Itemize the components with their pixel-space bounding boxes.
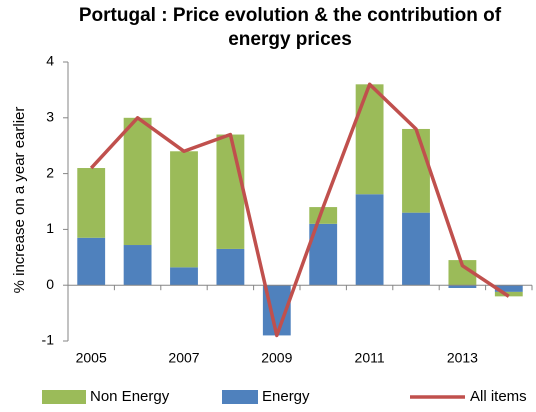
x-tick-label: 2007: [168, 350, 199, 366]
bar: [494, 291, 523, 297]
chart-title: Portugal : Price evolution & the contrib…: [78, 5, 502, 50]
bar: [77, 237, 106, 286]
line-series: [89, 82, 510, 338]
bar: [402, 212, 430, 286]
legend-label: Energy: [262, 388, 310, 405]
bar: [448, 285, 477, 288]
y-tick-label: 4: [46, 53, 54, 69]
bar: [123, 117, 152, 246]
y-tick-label: 1: [46, 220, 54, 236]
bar: [402, 128, 430, 213]
y-axis-label: % increase on a year earlier: [11, 107, 28, 294]
bar: [355, 84, 384, 195]
y-tick-label: -1: [42, 332, 55, 348]
bar: [170, 267, 198, 286]
y-tick-label: 2: [46, 164, 54, 180]
y-tick-label: 3: [46, 109, 54, 125]
bar: [216, 248, 245, 286]
bar: [309, 207, 338, 224]
bar: [170, 151, 198, 268]
bar: [77, 168, 106, 238]
legend-label: Non Energy: [90, 388, 170, 405]
x-tick-label: 2009: [261, 350, 292, 366]
legend-swatch: [42, 390, 86, 404]
x-tick-label: 2011: [355, 350, 385, 366]
legend-label: All items: [470, 388, 527, 405]
bar: [494, 285, 523, 292]
legend-swatch: [222, 390, 258, 404]
bar: [216, 134, 245, 249]
bar: [123, 245, 152, 286]
y-tick-label: 0: [46, 276, 54, 292]
x-tick-label: 2013: [447, 350, 478, 366]
bar: [355, 194, 384, 286]
x-tick-label: 2005: [76, 350, 107, 366]
